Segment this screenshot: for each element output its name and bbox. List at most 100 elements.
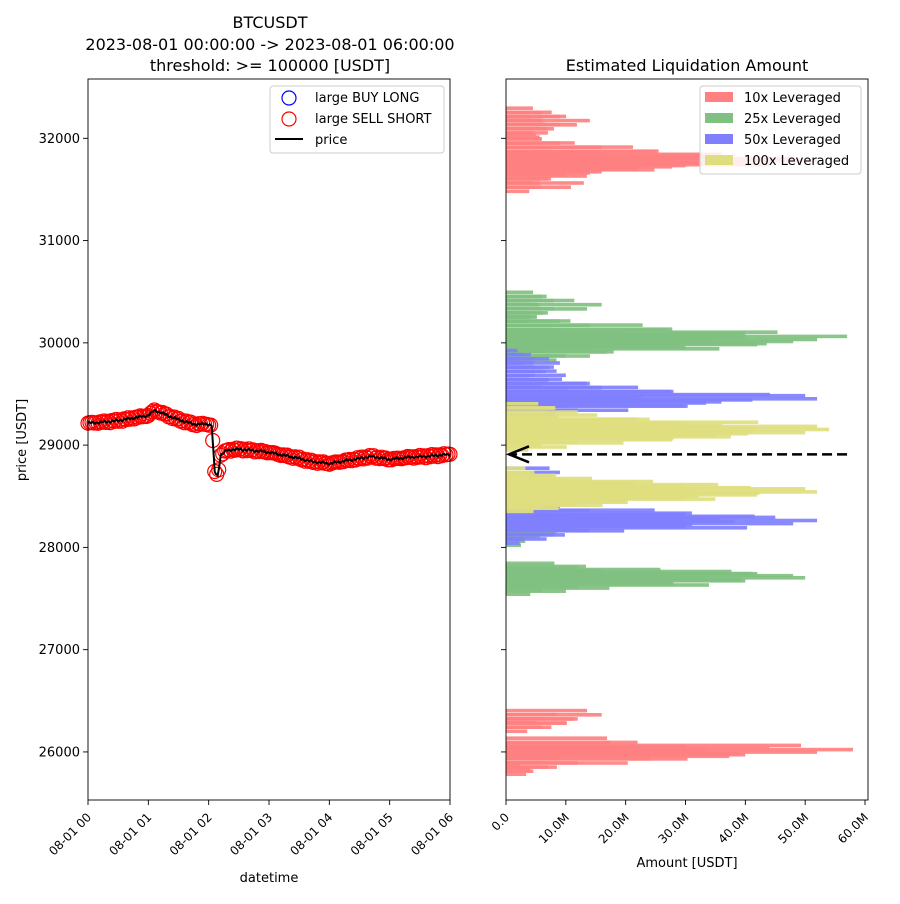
liquidation-bar bbox=[506, 564, 586, 569]
liquidation-bar bbox=[506, 514, 755, 519]
liquidation-bar bbox=[506, 361, 534, 365]
liquidation-bar bbox=[506, 721, 537, 725]
liquidation-legend: 10x Leveraged 25x Leveraged 50x Leverage… bbox=[699, 85, 862, 175]
price-chart-title-line-2: 2023-08-01 00:00:00 -> 2023-08-01 06:00:… bbox=[85, 35, 454, 54]
liquidation-bar bbox=[506, 505, 542, 509]
liquidation-bar bbox=[506, 172, 540, 177]
legend-buy-long-label: large BUY LONG bbox=[315, 91, 419, 106]
liquidation-bar bbox=[506, 466, 526, 470]
price-y-tick-label: 27000 bbox=[39, 643, 80, 658]
liquidation-bar bbox=[506, 159, 607, 164]
liquidation-bar bbox=[506, 348, 518, 353]
liquidation-bar bbox=[506, 495, 602, 499]
liquidation-bar bbox=[506, 352, 531, 357]
legend-25x-label: 25x Leveraged bbox=[744, 112, 841, 127]
liquidation-bar bbox=[506, 430, 806, 435]
liquidation-bar bbox=[506, 571, 752, 576]
liquidation-bar bbox=[506, 712, 557, 717]
liquidation-bar bbox=[506, 185, 542, 189]
liquidation-bar bbox=[506, 743, 801, 748]
liquidation-bar bbox=[506, 333, 739, 338]
liquidation-bar bbox=[506, 567, 661, 572]
liquidation-bar bbox=[506, 543, 521, 547]
liquidation-bar bbox=[506, 110, 552, 115]
liquidation-bar bbox=[506, 581, 561, 585]
liquidation-bar bbox=[506, 535, 520, 539]
liquidation-bar bbox=[506, 298, 575, 303]
liquidation-bar bbox=[506, 756, 558, 761]
liquidation-bar bbox=[506, 381, 587, 386]
liquidation-bar bbox=[506, 532, 518, 537]
liquidation-bar bbox=[506, 479, 654, 484]
liquidation-bar bbox=[506, 517, 720, 522]
liquidation-bar bbox=[506, 357, 550, 361]
liquidation-bar bbox=[506, 160, 746, 165]
liquidation-bar bbox=[506, 441, 578, 445]
liquidation-bar bbox=[506, 406, 556, 410]
liquidation-bar bbox=[506, 498, 556, 502]
legend-100x-swatch bbox=[705, 155, 733, 165]
price-y-axis-label: price [USDT] bbox=[15, 399, 30, 481]
sell-short-marker bbox=[283, 449, 299, 465]
liquidation-bar bbox=[506, 466, 550, 470]
liquidation-bar bbox=[506, 764, 521, 768]
liquidation-bar bbox=[506, 341, 653, 346]
liquidation-bar bbox=[506, 482, 719, 487]
liquidation-bar bbox=[506, 524, 578, 529]
liquidation-bar bbox=[506, 757, 650, 761]
liquidation-bar bbox=[506, 345, 595, 350]
liquidation-x-axis-label: Amount [USDT] bbox=[636, 856, 737, 871]
liquidation-bar bbox=[506, 511, 692, 515]
liquidation-bar bbox=[506, 584, 533, 588]
sell-short-marker bbox=[436, 446, 452, 462]
liquidation-bar bbox=[506, 373, 566, 378]
liquidation-bar bbox=[506, 524, 686, 529]
liquidation-bar bbox=[506, 397, 818, 401]
liquidation-bar bbox=[506, 395, 639, 400]
price-y-tick-label: 29000 bbox=[39, 439, 80, 454]
legend-100x-label: 100x Leveraged bbox=[744, 154, 849, 169]
liquidation-bar bbox=[506, 137, 541, 141]
liquidation-bar bbox=[506, 338, 671, 343]
liquidation-bar bbox=[506, 152, 722, 157]
liquidation-bar bbox=[506, 426, 757, 431]
liquidation-bar bbox=[506, 740, 610, 745]
liquidation-bar bbox=[506, 165, 566, 170]
liquidation-bar bbox=[506, 369, 557, 373]
liquidation-bar bbox=[506, 768, 530, 772]
liquidation-bar bbox=[506, 561, 555, 566]
liquidation-series-10x-leveraged bbox=[506, 106, 853, 776]
price-y-tick-label: 28000 bbox=[39, 541, 80, 556]
liquidation-bar bbox=[506, 131, 548, 135]
legend-25x-swatch bbox=[705, 113, 733, 123]
liquidation-series-100x-leveraged bbox=[506, 402, 830, 514]
liquidation-bar bbox=[506, 417, 637, 421]
price-plot-area bbox=[80, 402, 458, 482]
legend-50x-swatch bbox=[705, 134, 733, 144]
liquidation-bar bbox=[506, 330, 778, 334]
liquidation-bar bbox=[506, 492, 640, 496]
liquidation-bar bbox=[506, 537, 524, 541]
sell-short-marker bbox=[174, 413, 191, 429]
liquidation-bar bbox=[506, 765, 548, 769]
sell-short-marker bbox=[211, 462, 227, 478]
liquidation-bar bbox=[506, 122, 546, 127]
liquidation-bar bbox=[506, 488, 697, 493]
liquidation-bar bbox=[506, 392, 770, 397]
liquidation-bar bbox=[506, 436, 674, 441]
liquidation-bar bbox=[506, 502, 578, 506]
liquidation-bar bbox=[506, 315, 537, 319]
liquidation-bar bbox=[506, 717, 546, 721]
liquidation-bar bbox=[506, 761, 578, 765]
liquidation-bar bbox=[506, 323, 643, 327]
liquidation-bar bbox=[506, 473, 557, 478]
liquidation-bar bbox=[506, 708, 588, 713]
liquidation-bar bbox=[506, 400, 639, 404]
liquidation-bar bbox=[506, 354, 566, 358]
liquidation-bar bbox=[506, 530, 532, 535]
liquidation-bar bbox=[506, 118, 590, 123]
current-price-arrow-head bbox=[505, 445, 530, 464]
liquidation-bar bbox=[506, 541, 520, 545]
price-y-tick-label: 30000 bbox=[39, 336, 80, 351]
